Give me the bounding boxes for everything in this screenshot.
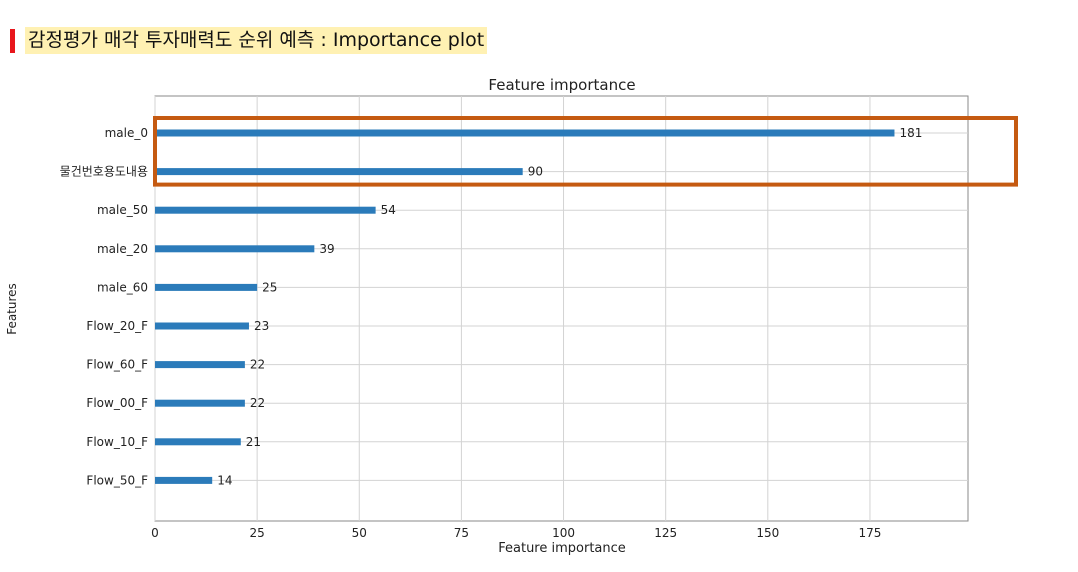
x-tick-labels: 0 25 50 75 100 125 150 175 [151, 526, 881, 540]
y-tick-labels: male_0 물건번호용도내용 male_50 male_20 male_60 Flow_… [60, 126, 148, 487]
bar-2 [155, 206, 376, 214]
x-tick-label-1: 25 [249, 526, 264, 540]
x-tick-label-0: 0 [151, 526, 159, 540]
y-tick-label-6: Flow_60_F [86, 358, 148, 372]
value-label-9: 14 [217, 473, 232, 487]
header-accent-bar [10, 28, 15, 53]
x-tick-label-2: 50 [352, 526, 367, 540]
y-tick-label-7: Flow_00_F [86, 396, 148, 410]
y-axis-label: Features [5, 283, 19, 335]
bar-1 [155, 168, 523, 176]
highlight-box [153, 116, 1018, 187]
value-labels: 181 90 54 39 25 23 22 22 21 14 [217, 126, 922, 487]
bar-4 [155, 283, 258, 291]
y-tick-label-3: male_20 [97, 242, 148, 256]
value-label-7: 22 [250, 396, 265, 410]
bar-0 [155, 129, 895, 137]
y-tick-label-0: male_0 [105, 126, 148, 140]
x-tick-label-7: 175 [858, 526, 881, 540]
chart-title: Feature importance [488, 76, 635, 94]
value-label-5: 23 [254, 319, 269, 333]
value-label-1: 90 [528, 165, 543, 179]
bar-3 [155, 245, 315, 253]
bar-8 [155, 438, 241, 446]
x-tick-label-5: 125 [654, 526, 677, 540]
value-label-6: 22 [250, 358, 265, 372]
value-label-4: 25 [262, 280, 277, 294]
bars-group [155, 129, 895, 484]
bar-9 [155, 476, 213, 484]
y-tick-label-9: Flow_50_F [86, 473, 148, 487]
value-label-0: 181 [899, 126, 922, 140]
bar-5 [155, 322, 249, 330]
y-tick-label-8: Flow_10_F [86, 435, 148, 449]
value-label-2: 54 [381, 203, 396, 217]
y-tick-label-5: Flow_20_F [86, 319, 148, 333]
x-tick-label-4: 100 [552, 526, 575, 540]
x-tick-label-6: 150 [756, 526, 779, 540]
value-label-8: 21 [246, 435, 261, 449]
bar-7 [155, 399, 245, 407]
value-label-3: 39 [319, 242, 334, 256]
slide-title: 감정평가 매각 투자매력도 순위 예측 : Importance plot [25, 27, 488, 54]
y-tick-label-1: 물건번호용도내용 [60, 165, 148, 179]
bar-6 [155, 361, 245, 369]
y-tick-label-2: male_50 [97, 203, 148, 217]
x-tick-label-3: 75 [454, 526, 469, 540]
y-tick-label-4: male_60 [97, 280, 148, 294]
slide-header: 감정평가 매각 투자매력도 순위 예측 : Importance plot [10, 27, 488, 54]
plot-area [154, 95, 969, 522]
x-axis-label: Feature importance [498, 541, 626, 556]
